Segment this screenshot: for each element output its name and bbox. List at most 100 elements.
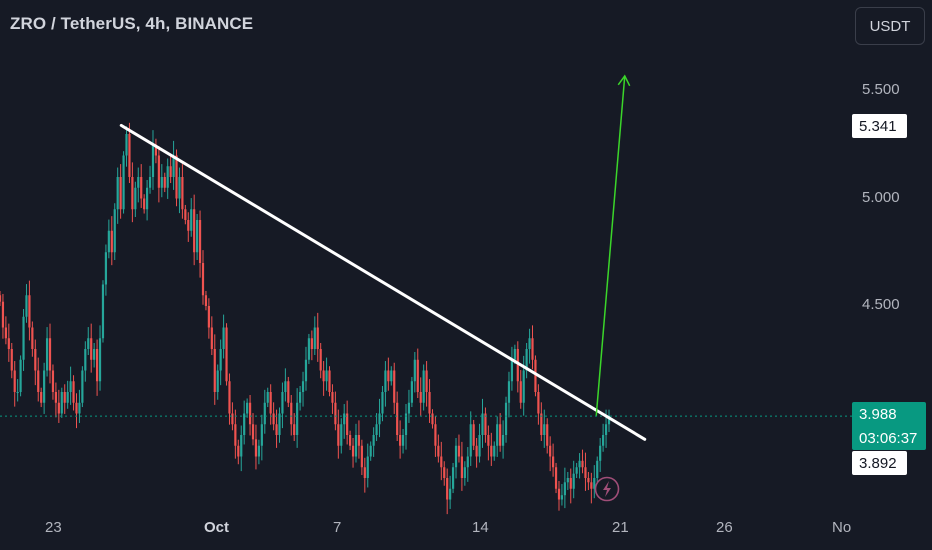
candle-body [248, 402, 252, 425]
candle-body [501, 435, 505, 446]
candle-body [263, 402, 266, 425]
candle-body [198, 220, 202, 263]
projection-arrow-line[interactable] [595, 75, 626, 416]
candle-body [25, 295, 28, 317]
candle-body [537, 392, 540, 414]
candle-body [296, 402, 299, 435]
candle-body [543, 424, 546, 435]
candle-body [366, 456, 369, 478]
candle-body [143, 198, 146, 210]
candle-body [381, 392, 384, 414]
candle-body [581, 460, 584, 468]
y-tick-label: 5.000 [862, 189, 900, 206]
candle-body [90, 338, 93, 360]
candle-body [260, 424, 263, 446]
candle-body [28, 295, 31, 328]
candle-body [137, 177, 140, 188]
candle-body [328, 370, 331, 392]
candle-body [78, 402, 81, 414]
candle-body [546, 424, 549, 446]
descending-trendline[interactable] [119, 123, 647, 441]
candle-body [593, 478, 596, 489]
y-tick-label: 5.500 [862, 81, 900, 98]
candle-body [166, 166, 169, 188]
candle-body [549, 445, 552, 457]
candle-body [396, 402, 399, 435]
candle-body [181, 177, 184, 210]
symbol-title[interactable]: ZRO / TetherUS, 4h, BINANCE [10, 14, 254, 33]
candle-body [360, 445, 363, 468]
candle-body [98, 338, 102, 382]
candle-body [40, 392, 43, 403]
candle-body [399, 435, 402, 446]
candle-body [578, 460, 581, 468]
candle-body [37, 370, 40, 392]
candle-body [375, 424, 378, 435]
candle-body [313, 327, 316, 349]
candle-body [449, 488, 452, 500]
candle-body [534, 359, 537, 392]
candle-body [34, 349, 37, 371]
candle-body [516, 349, 519, 382]
candle-body [334, 402, 337, 425]
candle-body [60, 392, 63, 414]
candle-body [207, 306, 210, 328]
candle-body [225, 327, 228, 382]
x-tick-label: 21 [612, 519, 629, 536]
candle-body [357, 435, 361, 446]
candle-body [281, 392, 284, 414]
candle-body [113, 209, 116, 253]
candle-body [272, 413, 275, 425]
candle-body [440, 456, 443, 468]
candle-body [584, 467, 587, 478]
candle-body [266, 392, 269, 403]
candle-body [298, 392, 302, 403]
candle-body [607, 415, 611, 425]
projection-arrow-head [617, 74, 631, 87]
candle-body [287, 381, 290, 403]
candle-body [393, 370, 396, 403]
candle-body [496, 424, 499, 446]
candle-body [602, 435, 605, 446]
candle-body [540, 413, 543, 435]
candle-body [7, 338, 10, 349]
candle-body [351, 445, 355, 457]
currency-button[interactable]: USDT [855, 7, 925, 45]
candle-body [13, 370, 16, 392]
candle-body [146, 187, 149, 210]
candle-body [175, 155, 178, 199]
candle-body [290, 402, 293, 425]
candle-body [240, 435, 243, 457]
candle-body [343, 413, 346, 425]
candle-body [563, 482, 566, 496]
candle-body [72, 381, 75, 403]
candle-body [131, 177, 134, 210]
candle-body [228, 381, 231, 414]
candle-body [222, 327, 225, 349]
candle-body [204, 295, 208, 306]
alert-lightning-icon[interactable] [594, 476, 620, 502]
candle-body [349, 435, 352, 446]
candle-body [416, 359, 419, 392]
candle-body [57, 402, 60, 414]
candle-body [163, 177, 166, 188]
candle-body [51, 370, 55, 392]
candle-body [257, 445, 260, 457]
candle-body [596, 460, 599, 478]
candle-body [193, 209, 196, 253]
candle-body [552, 456, 555, 468]
candle-body [407, 402, 411, 414]
candle-body [134, 187, 137, 210]
candle-body [48, 338, 52, 371]
candle-body [437, 445, 440, 457]
candle-body [354, 435, 358, 457]
candle-body [54, 392, 57, 403]
candle-body [184, 209, 187, 220]
candle-body [475, 445, 478, 457]
candle-body [43, 370, 46, 403]
x-tick-label: 14 [472, 519, 489, 536]
candle-body [463, 467, 466, 478]
candle-body [125, 134, 128, 156]
candle-body [22, 316, 25, 360]
